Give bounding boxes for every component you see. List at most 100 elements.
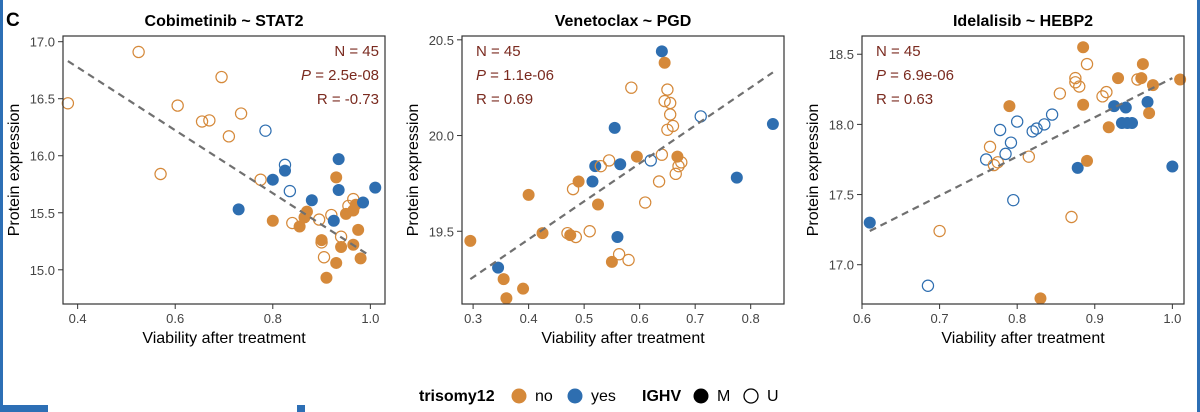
scatter-point (569, 230, 583, 244)
y-tick-label: 18.0 (829, 117, 854, 132)
scatter-point (464, 234, 477, 247)
scatter-point (1081, 154, 1094, 167)
scatter-point (602, 154, 616, 167)
scatter-point (661, 83, 674, 96)
scatter-point (1141, 95, 1154, 108)
scatter-point (1003, 100, 1016, 113)
scatter-point (1053, 87, 1067, 100)
stat-r: R = 0.69 (476, 91, 533, 108)
scatter-point (154, 167, 167, 181)
stat-r: R = -0.73 (317, 91, 379, 108)
scatter-point (203, 114, 216, 127)
scatter-point (1010, 115, 1024, 128)
x-tick-label: 0.3 (464, 311, 482, 326)
left-edge-bar (0, 0, 3, 412)
scatter-point (61, 97, 75, 110)
right-edge-bar (1197, 0, 1200, 412)
scatter-point (605, 255, 618, 268)
scatter-point (497, 273, 510, 286)
scatter-point (254, 173, 267, 186)
y-tick-label: 16.0 (30, 149, 55, 164)
scatter-point (522, 188, 535, 201)
scatter-point (1045, 108, 1059, 121)
x-tick-label: 0.4 (69, 311, 87, 326)
scatter-point (1026, 125, 1039, 138)
scatter-point (354, 252, 367, 265)
scatter-point (259, 124, 272, 137)
stat-r: R = 0.63 (876, 91, 933, 108)
x-axis-label: Viability after treatment (941, 330, 1105, 347)
scatter-point (369, 181, 382, 194)
scatter-point (278, 164, 291, 177)
scatter-point (730, 171, 743, 184)
scatter-point (675, 156, 688, 169)
scatter-point (1022, 150, 1036, 163)
y-tick-label: 15.0 (30, 263, 55, 278)
scatter-point (195, 115, 209, 128)
x-tick-label: 0.5 (575, 311, 593, 326)
scatter-point (500, 292, 513, 305)
y-axis-label: Protein expression (805, 104, 822, 237)
scatter-point (586, 175, 599, 188)
scatter-point (639, 196, 652, 209)
scatter-point (608, 121, 621, 134)
scatter-point (1065, 210, 1078, 224)
scatter-point (266, 173, 279, 186)
plot-frame (62, 35, 386, 305)
scatter-point (1077, 98, 1090, 111)
legend-swatch-u (743, 388, 759, 404)
x-tick-label: 0.7 (686, 311, 704, 326)
legend-label-no: no (535, 388, 553, 405)
scatter-point (671, 150, 684, 163)
chart-title: Idelalisib ~ HEBP2 (953, 13, 1093, 30)
y-tick-label: 19.5 (429, 224, 454, 239)
scatter-point (1146, 79, 1159, 92)
x-axis-label: Viability after treatment (142, 330, 306, 347)
plot-frame (861, 35, 1185, 305)
scatter-point (614, 158, 627, 171)
scatter-point (332, 183, 345, 196)
x-tick-label: 0.6 (166, 311, 184, 326)
scatter-point (335, 240, 348, 253)
y-tick-label: 16.5 (30, 92, 55, 107)
scatter-point (283, 184, 297, 198)
y-tick-label: 17.5 (829, 188, 854, 203)
scatter-point (658, 56, 671, 69)
scatter-point (1080, 57, 1094, 71)
panel-2: Venetoclax ~ PGD 0.3 0.4 0.5 0.6 0.7 0.8 19.5 20… (405, 13, 785, 347)
legend-label-m: M (717, 388, 730, 405)
scatter-point (622, 253, 635, 267)
scatter-point (330, 256, 343, 269)
scatter-point (625, 81, 638, 94)
stat-n: N = 45 (476, 43, 521, 60)
scatter-point (672, 159, 685, 173)
scatter-point (1069, 76, 1082, 89)
scatter-point (979, 153, 993, 166)
scatter-point (1174, 73, 1187, 86)
scatter-point (222, 130, 236, 143)
x-tick-label: 0.9 (1086, 311, 1104, 326)
scatter-point (352, 223, 365, 236)
panel-1: Cobimetinib ~ STAT2 0.4 0.6 0.8 1.0 15.0 15.5 1… (6, 13, 386, 347)
scatter-point (317, 251, 331, 264)
scatter-point (1007, 193, 1020, 207)
chart-title: Venetoclax ~ PGD (555, 13, 692, 30)
stat-n: N = 45 (334, 43, 379, 60)
y-axis-label: Protein expression (6, 104, 23, 237)
stat-p: P = 1.1e-06 (476, 67, 554, 84)
scatter-point (234, 107, 248, 120)
x-tick-label: 1.0 (1163, 311, 1181, 326)
scatter-point (300, 205, 313, 218)
scatter-point (1030, 122, 1043, 135)
x-tick-label: 0.6 (853, 311, 871, 326)
scatter-point (1077, 41, 1090, 54)
scatter-point (1112, 72, 1125, 85)
scatter-point (1126, 116, 1139, 129)
bottom-left-tab (0, 405, 48, 412)
legend-swatch-m (693, 388, 709, 404)
legend-swatch-yes (567, 388, 583, 404)
scatter-point (630, 150, 643, 163)
scatter-point (1135, 72, 1148, 85)
scatter-point (357, 196, 370, 209)
